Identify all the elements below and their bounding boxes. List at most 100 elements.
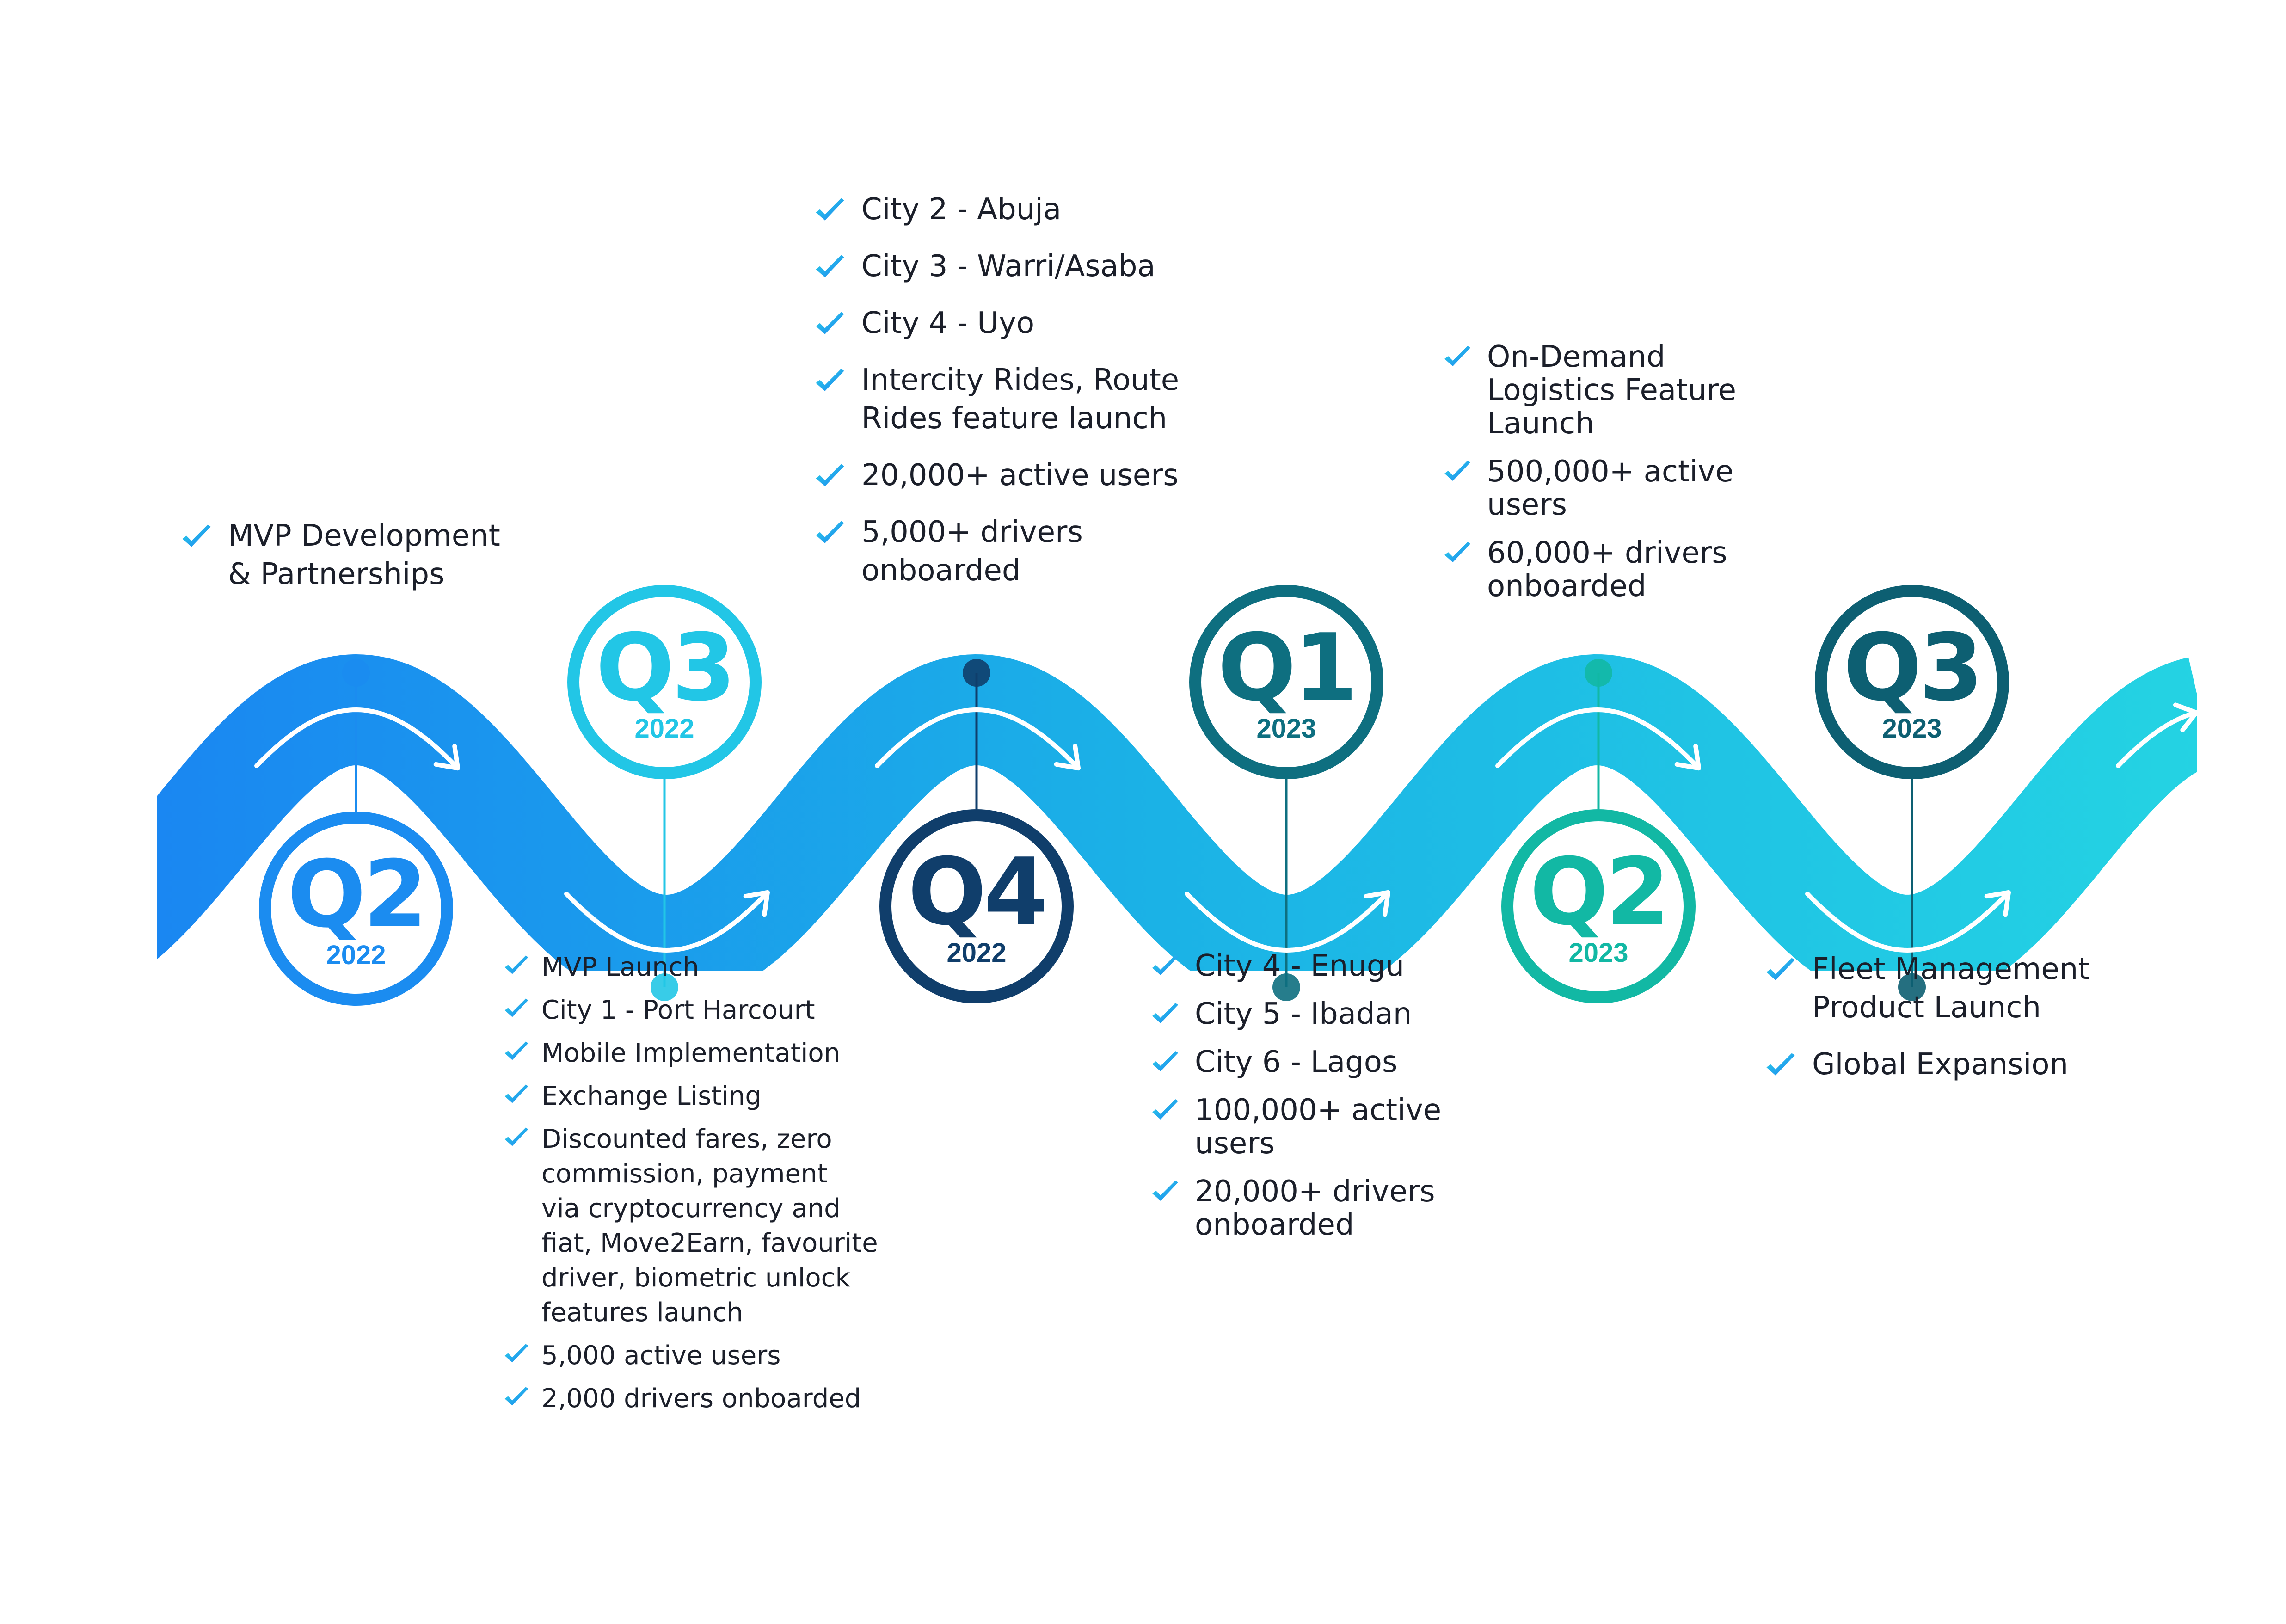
milestone-item: Mobile Implementation — [503, 1036, 878, 1070]
milestone-item: City 4 - Enugu — [1150, 949, 1441, 983]
milestone-item: On-Demand Logistics Feature Launch — [1443, 340, 1736, 440]
badge-year: 2023 — [1568, 938, 1628, 968]
milestone-item: 20,000+ active users — [814, 456, 1179, 495]
milestone-item: 20,000+ drivers onboarded — [1150, 1175, 1441, 1242]
road-marker-dot — [1898, 973, 1926, 1001]
connector-lines — [342, 659, 1926, 1001]
road-marker-dot — [342, 659, 370, 687]
milestone-text: Global Expansion — [1812, 1047, 2069, 1082]
check-icon — [1150, 1048, 1180, 1078]
milestone-list-q4-2022: City 2 - Abuja City 3 - Warri/Asaba City 4… — [814, 191, 1179, 609]
milestone-item: Fleet Management Product Launch — [1764, 950, 2089, 1027]
arrow-right-icon — [875, 707, 1081, 771]
road-marker-dot — [963, 659, 990, 687]
milestone-text: MVP Development & Partnerships — [228, 519, 500, 591]
badge-year: 2023 — [1256, 714, 1316, 744]
milestone-item: City 2 - Abuja — [814, 191, 1179, 229]
check-icon — [503, 1341, 530, 1368]
milestone-text: Discounted fares, zero commission, payme… — [541, 1124, 878, 1328]
badge-year: 2022 — [946, 938, 1006, 968]
milestone-list-q2-2023: On-Demand Logistics Feature Launch 500,00… — [1443, 340, 1736, 618]
milestone-item: City 5 - Ibadan — [1150, 997, 1441, 1031]
badge-inner-disc — [271, 824, 441, 994]
check-icon — [1764, 1050, 1797, 1083]
arrow-right-icon — [564, 890, 770, 953]
milestone-item: 500,000+ active users — [1443, 455, 1736, 522]
milestone-item: 5,000 active users — [503, 1338, 878, 1373]
check-icon — [1150, 1178, 1180, 1207]
milestone-text: 5,000+ drivers onboarded — [861, 515, 1083, 588]
check-icon — [814, 366, 846, 398]
check-icon — [814, 518, 846, 550]
milestone-item: Intercity Rides, Route Rides feature lau… — [814, 361, 1179, 438]
milestone-text: 20,000+ active users — [861, 458, 1179, 492]
badge-year: 2022 — [326, 940, 386, 970]
check-icon — [503, 996, 530, 1023]
milestone-text: City 4 - Uyo — [861, 306, 1035, 340]
badge-year: 2022 — [634, 714, 694, 744]
milestone-list-q3-2022: MVP Launch City 1 - Port Harcourt Mobile I… — [503, 950, 878, 1424]
milestone-text: 500,000+ active users — [1487, 455, 1734, 522]
milestone-text: Mobile Implementation — [541, 1038, 841, 1068]
milestone-item: City 1 - Port Harcourt — [503, 993, 878, 1027]
check-icon — [503, 1039, 530, 1066]
milestone-item: City 6 - Lagos — [1150, 1046, 1441, 1079]
milestone-item: City 3 - Warri/Asaba — [814, 247, 1179, 286]
check-icon — [1443, 539, 1472, 569]
milestone-item: MVP Launch — [503, 950, 878, 984]
milestone-list-q3-2023: Fleet Management Product Launch Global Ex… — [1764, 950, 2089, 1102]
milestone-list-q2-2022: MVP Development & Partnerships — [180, 517, 500, 612]
road-marker-dot — [1272, 973, 1300, 1001]
milestone-text: On-Demand Logistics Feature Launch — [1487, 340, 1737, 441]
milestone-item: MVP Development & Partnerships — [180, 517, 500, 594]
badge-inner-disc — [579, 597, 750, 767]
arrow-right-icon — [1185, 890, 1390, 953]
check-icon — [1150, 952, 1180, 982]
milestone-item: Global Expansion — [1764, 1046, 2089, 1084]
check-icon — [503, 1384, 530, 1411]
badge-quarter: Q2 — [287, 841, 424, 948]
milestone-item: 100,000+ active users — [1150, 1094, 1441, 1160]
badge-inner-disc — [1513, 821, 1684, 991]
badge-inner-disc — [1827, 597, 1997, 767]
badge-year: 2023 — [1882, 714, 1942, 744]
check-icon — [1150, 1096, 1180, 1126]
check-icon — [1443, 343, 1472, 373]
check-icon — [814, 461, 846, 493]
milestone-text: 2,000 drivers onboarded — [541, 1384, 861, 1414]
milestone-text: Fleet Management Product Launch — [1812, 952, 2090, 1025]
check-icon — [814, 195, 846, 228]
milestone-item: 60,000+ drivers onboarded — [1443, 536, 1736, 603]
arrow-right-icon — [254, 707, 460, 771]
milestone-text: 5,000 active users — [541, 1341, 781, 1371]
badge-quarter: Q1 — [1217, 614, 1355, 722]
check-icon — [814, 252, 846, 284]
badge-inner-disc — [891, 821, 1062, 991]
milestone-item: City 4 - Uyo — [814, 304, 1179, 343]
milestone-item: Discounted fares, zero commission, payme… — [503, 1122, 878, 1330]
milestone-text: 60,000+ drivers onboarded — [1487, 536, 1727, 603]
milestone-text: City 6 - Lagos — [1195, 1045, 1398, 1079]
milestone-text: Intercity Rides, Route Rides feature lau… — [861, 363, 1180, 436]
milestone-text: MVP Launch — [541, 952, 699, 982]
milestone-text: City 2 - Abuja — [861, 192, 1062, 227]
milestone-text: City 1 - Port Harcourt — [541, 995, 815, 1025]
check-icon — [1764, 955, 1797, 987]
direction-arrows — [254, 702, 2199, 953]
badge-inner-disc — [1201, 597, 1371, 767]
arrow-right-icon — [2116, 702, 2199, 768]
milestone-text: City 5 - Ibadan — [1195, 997, 1412, 1031]
check-icon — [814, 309, 846, 341]
check-icon — [180, 522, 213, 554]
milestone-item: 2,000 drivers onboarded — [503, 1381, 878, 1416]
check-icon — [503, 953, 530, 980]
milestone-text: 20,000+ drivers onboarded — [1195, 1175, 1435, 1242]
milestone-text: City 3 - Warri/Asaba — [861, 249, 1155, 283]
